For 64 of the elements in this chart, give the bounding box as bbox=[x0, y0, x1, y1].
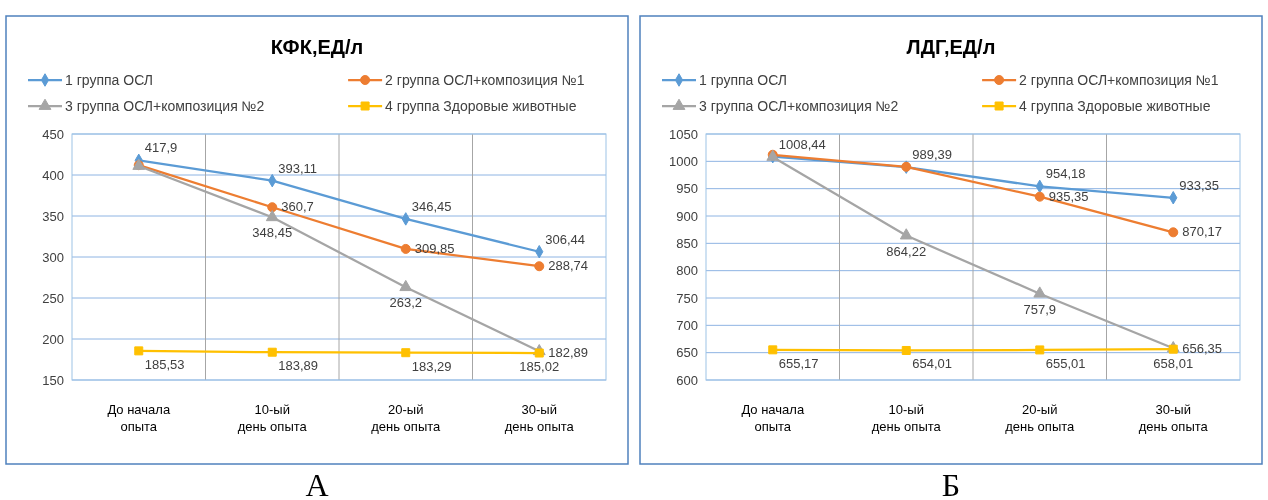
chart-title: ЛДГ,ЕД/л bbox=[906, 36, 996, 58]
y-tick-label: 700 bbox=[676, 317, 698, 333]
data-label: 393,11 bbox=[278, 160, 318, 176]
y-tick-label: 800 bbox=[676, 263, 698, 279]
x-tick-label: До начала опыта bbox=[741, 402, 805, 434]
data-label: 306,44 bbox=[545, 231, 586, 247]
data-label: 870,17 bbox=[1182, 224, 1223, 240]
legend-label: 2 группа ОСЛ+композиция №1 bbox=[1019, 72, 1219, 88]
data-label: 658,01 bbox=[1153, 356, 1194, 372]
data-label: 989,39 bbox=[912, 147, 953, 163]
y-tick-label: 1050 bbox=[669, 126, 698, 142]
data-label: 1008,44 bbox=[778, 136, 826, 152]
data-label: 185,02 bbox=[519, 359, 560, 375]
data-label: 309,85 bbox=[414, 240, 455, 256]
legend-label: 4 группа Здоровые животные bbox=[1019, 98, 1211, 114]
data-label: 656,35 bbox=[1182, 341, 1223, 357]
y-tick-label: 750 bbox=[676, 290, 698, 306]
data-label: 935,35 bbox=[1048, 188, 1089, 204]
text: А bbox=[305, 467, 329, 500]
data-label: 654,01 bbox=[912, 356, 953, 372]
y-tick-label: 250 bbox=[42, 290, 64, 306]
legend-label: 2 группа ОСЛ+композиция №1 bbox=[385, 72, 585, 88]
x-tick-label: 30-ый день опыта bbox=[504, 402, 575, 434]
text: Б bbox=[941, 467, 961, 500]
data-label: 655,01 bbox=[1045, 355, 1086, 371]
x-tick-label: 10-ый день опыта bbox=[237, 402, 308, 434]
y-tick-label: 400 bbox=[42, 167, 64, 183]
x-tick-label: 30-ый день опыта bbox=[1138, 402, 1209, 434]
data-label: 288,74 bbox=[548, 258, 589, 274]
data-label: 346,45 bbox=[411, 198, 452, 214]
y-tick-label: 1000 bbox=[669, 153, 698, 169]
chart-title: КФК,ЕД/л bbox=[270, 36, 364, 58]
data-label: 182,89 bbox=[548, 345, 589, 361]
y-tick-label: 450 bbox=[42, 126, 64, 142]
legend-label: 4 группа Здоровые животные bbox=[385, 98, 577, 114]
data-label: 185,53 bbox=[144, 356, 185, 372]
data-label: 417,9 bbox=[144, 140, 178, 156]
data-label: 183,29 bbox=[411, 358, 452, 374]
data-label: 655,17 bbox=[778, 355, 819, 371]
y-tick-label: 650 bbox=[676, 345, 698, 361]
data-label: 183,89 bbox=[278, 358, 319, 374]
legend-label: 3 группа ОСЛ+композиция №2 bbox=[699, 98, 899, 114]
legend-label: 1 группа ОСЛ bbox=[699, 72, 787, 88]
y-tick-label: 600 bbox=[676, 372, 698, 388]
data-label: 263,2 bbox=[389, 295, 423, 311]
y-tick-label: 300 bbox=[42, 249, 64, 265]
y-tick-label: 950 bbox=[676, 181, 698, 197]
data-label: 864,22 bbox=[886, 243, 927, 259]
y-tick-label: 200 bbox=[42, 331, 64, 347]
legend-label: 1 группа ОСЛ bbox=[65, 72, 153, 88]
data-label: 933,35 bbox=[1179, 177, 1220, 193]
x-tick-label: 20-ый день опыта bbox=[371, 402, 442, 434]
x-tick-label: 20-ый день опыта bbox=[1005, 402, 1076, 434]
x-tick-label: 10-ый день опыта bbox=[871, 402, 942, 434]
data-label: 348,45 bbox=[252, 225, 293, 241]
data-label: 757,9 bbox=[1023, 301, 1057, 317]
y-tick-label: 150 bbox=[42, 372, 64, 388]
data-label: 360,7 bbox=[281, 199, 314, 215]
legend-label: 3 группа ОСЛ+композиция №2 bbox=[65, 98, 265, 114]
y-tick-label: 850 bbox=[676, 235, 698, 251]
y-tick-label: 350 bbox=[42, 208, 64, 224]
y-tick-label: 900 bbox=[676, 208, 698, 224]
x-tick-label: До начала опыта bbox=[107, 402, 171, 434]
data-label: 954,18 bbox=[1045, 166, 1086, 182]
